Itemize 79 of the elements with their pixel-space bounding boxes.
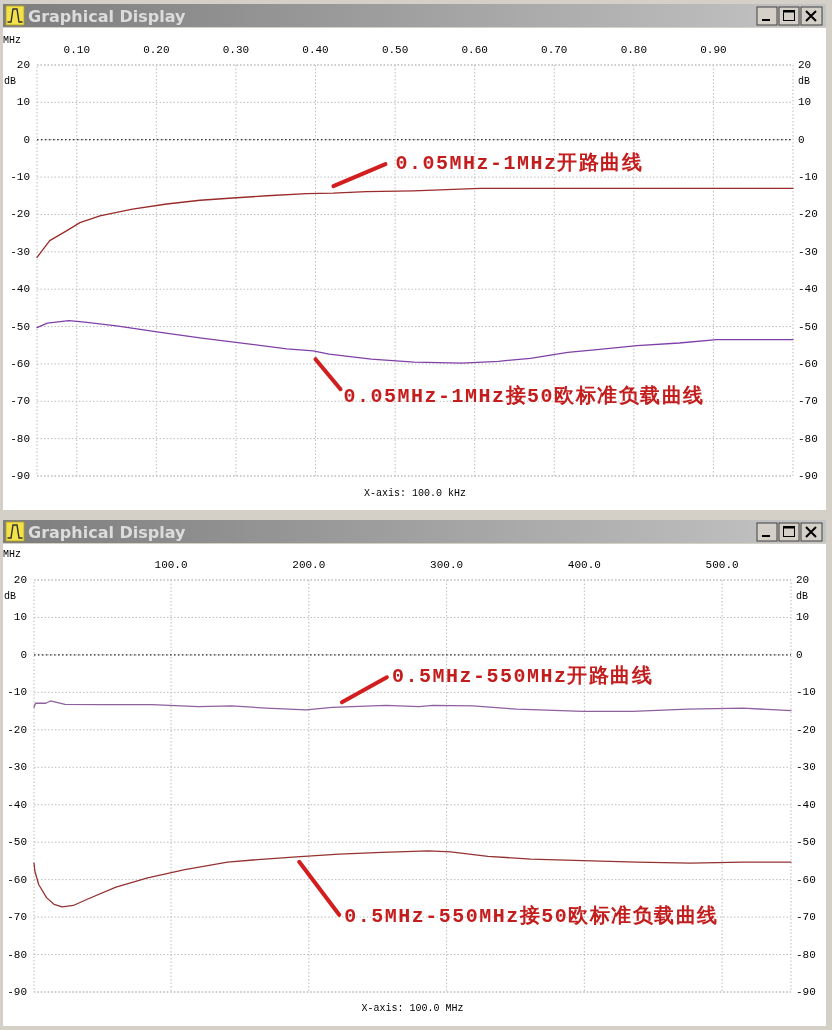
y-axis-title: dB bbox=[4, 590, 17, 602]
line-series bbox=[33, 700, 792, 713]
text: X-axis: 100.0 MHz bbox=[361, 1002, 464, 1014]
y-tick-label: -50 bbox=[7, 836, 27, 849]
y2-tick-label: -50 bbox=[798, 320, 818, 333]
y2-tick-label: -20 bbox=[796, 723, 816, 736]
y2-tick-label: 10 bbox=[796, 611, 810, 624]
y-tick-label: -40 bbox=[10, 283, 30, 296]
y-tick-label: -90 bbox=[7, 986, 27, 998]
y-tick-label: -80 bbox=[7, 948, 27, 961]
y2-tick-label: -70 bbox=[796, 911, 816, 924]
y2-tick-label: -20 bbox=[798, 208, 818, 221]
y-tick-label: -80 bbox=[10, 432, 30, 445]
y2-tick-label: -70 bbox=[798, 395, 818, 408]
x-tick-label: 0.20 bbox=[143, 44, 170, 56]
y2-tick-label: -80 bbox=[798, 432, 818, 445]
y-tick-label: -20 bbox=[10, 208, 30, 221]
y-tick-label: -60 bbox=[7, 873, 27, 886]
y2-tick-label: -10 bbox=[798, 171, 818, 184]
y-tick-label: -50 bbox=[10, 320, 30, 333]
chart-title: Graphical Display bbox=[28, 522, 187, 542]
x-tick-label: 200.0 bbox=[292, 559, 326, 571]
y-tick-label: -30 bbox=[10, 245, 30, 258]
line-series bbox=[36, 319, 794, 364]
x-tick-label: 0.60 bbox=[461, 44, 488, 56]
x-tick-label: 0.80 bbox=[620, 44, 648, 56]
annotation: 0.5MHz-550MHz开路曲线 bbox=[391, 664, 654, 688]
y-tick-label: 0 bbox=[23, 133, 30, 146]
y2-tick-label: -60 bbox=[796, 873, 816, 886]
y2-tick-label: 10 bbox=[798, 96, 812, 109]
y-tick-label: 20 bbox=[13, 574, 27, 586]
line-series bbox=[36, 187, 794, 259]
y-tick-label: -40 bbox=[7, 798, 27, 811]
x-axis-title: MHz bbox=[3, 548, 22, 560]
x-tick-label: 0.30 bbox=[222, 44, 250, 56]
y2-tick-label: 0 bbox=[796, 648, 803, 661]
chart-title: Graphical Display bbox=[28, 6, 187, 26]
x-tick-label: 500.0 bbox=[705, 559, 739, 571]
x-tick-label: 400.0 bbox=[567, 559, 601, 571]
y2-tick-label: -80 bbox=[796, 948, 816, 961]
y2-tick-label: 20 bbox=[798, 59, 812, 71]
x-tick-label: 0.90 bbox=[700, 44, 727, 56]
y-tick-label: -70 bbox=[10, 395, 30, 408]
annotation: 0.05MHz-1MHz开路曲线 bbox=[395, 151, 644, 175]
y-tick-label: 0 bbox=[20, 648, 27, 661]
y-tick-label: -60 bbox=[10, 357, 30, 370]
x-tick-label: 0.40 bbox=[302, 44, 329, 56]
x-tick-label: 100.0 bbox=[154, 559, 188, 571]
y-tick-label: -30 bbox=[7, 761, 27, 774]
y-tick-label: -10 bbox=[7, 686, 27, 699]
y-tick-label: 10 bbox=[13, 611, 27, 624]
y-tick-label: -10 bbox=[10, 171, 30, 184]
y-tick-label: -90 bbox=[10, 470, 30, 482]
y-tick-label: 20 bbox=[16, 59, 30, 71]
y-tick-label: -70 bbox=[7, 911, 27, 924]
y-tick-label: -20 bbox=[7, 723, 27, 736]
x-axis-title: MHz bbox=[3, 34, 22, 46]
y-tick-label: 10 bbox=[16, 96, 30, 109]
y2-tick-label: -60 bbox=[798, 357, 818, 370]
y2-tick-label: -40 bbox=[798, 283, 818, 296]
text: X-axis: 100.0 kHz bbox=[363, 487, 467, 499]
x-tick-label: 0.10 bbox=[63, 44, 90, 56]
y2-tick-label: 20 bbox=[796, 574, 810, 586]
y2-tick-label: -40 bbox=[796, 798, 816, 811]
x-tick-label: 300.0 bbox=[430, 559, 464, 571]
y2-axis-title: dB bbox=[798, 75, 811, 87]
y2-tick-label: -30 bbox=[798, 245, 818, 258]
y2-tick-label: -30 bbox=[796, 761, 816, 774]
y-axis-title: dB bbox=[4, 75, 17, 87]
y2-tick-label: -90 bbox=[796, 986, 816, 998]
annotation: 0.5MHz-550MHz接50欧标准负载曲线 bbox=[344, 904, 719, 929]
y2-tick-label: -90 bbox=[798, 470, 818, 482]
y2-axis-title: dB bbox=[796, 590, 809, 602]
x-tick-label: 0.50 bbox=[381, 44, 409, 56]
y2-tick-label: 0 bbox=[798, 133, 805, 146]
annotation: 0.05MHz-1MHz接50欧标准负载曲线 bbox=[343, 383, 705, 408]
y2-tick-label: -50 bbox=[796, 836, 816, 849]
y2-tick-label: -10 bbox=[796, 686, 816, 699]
x-tick-label: 0.70 bbox=[541, 44, 568, 56]
